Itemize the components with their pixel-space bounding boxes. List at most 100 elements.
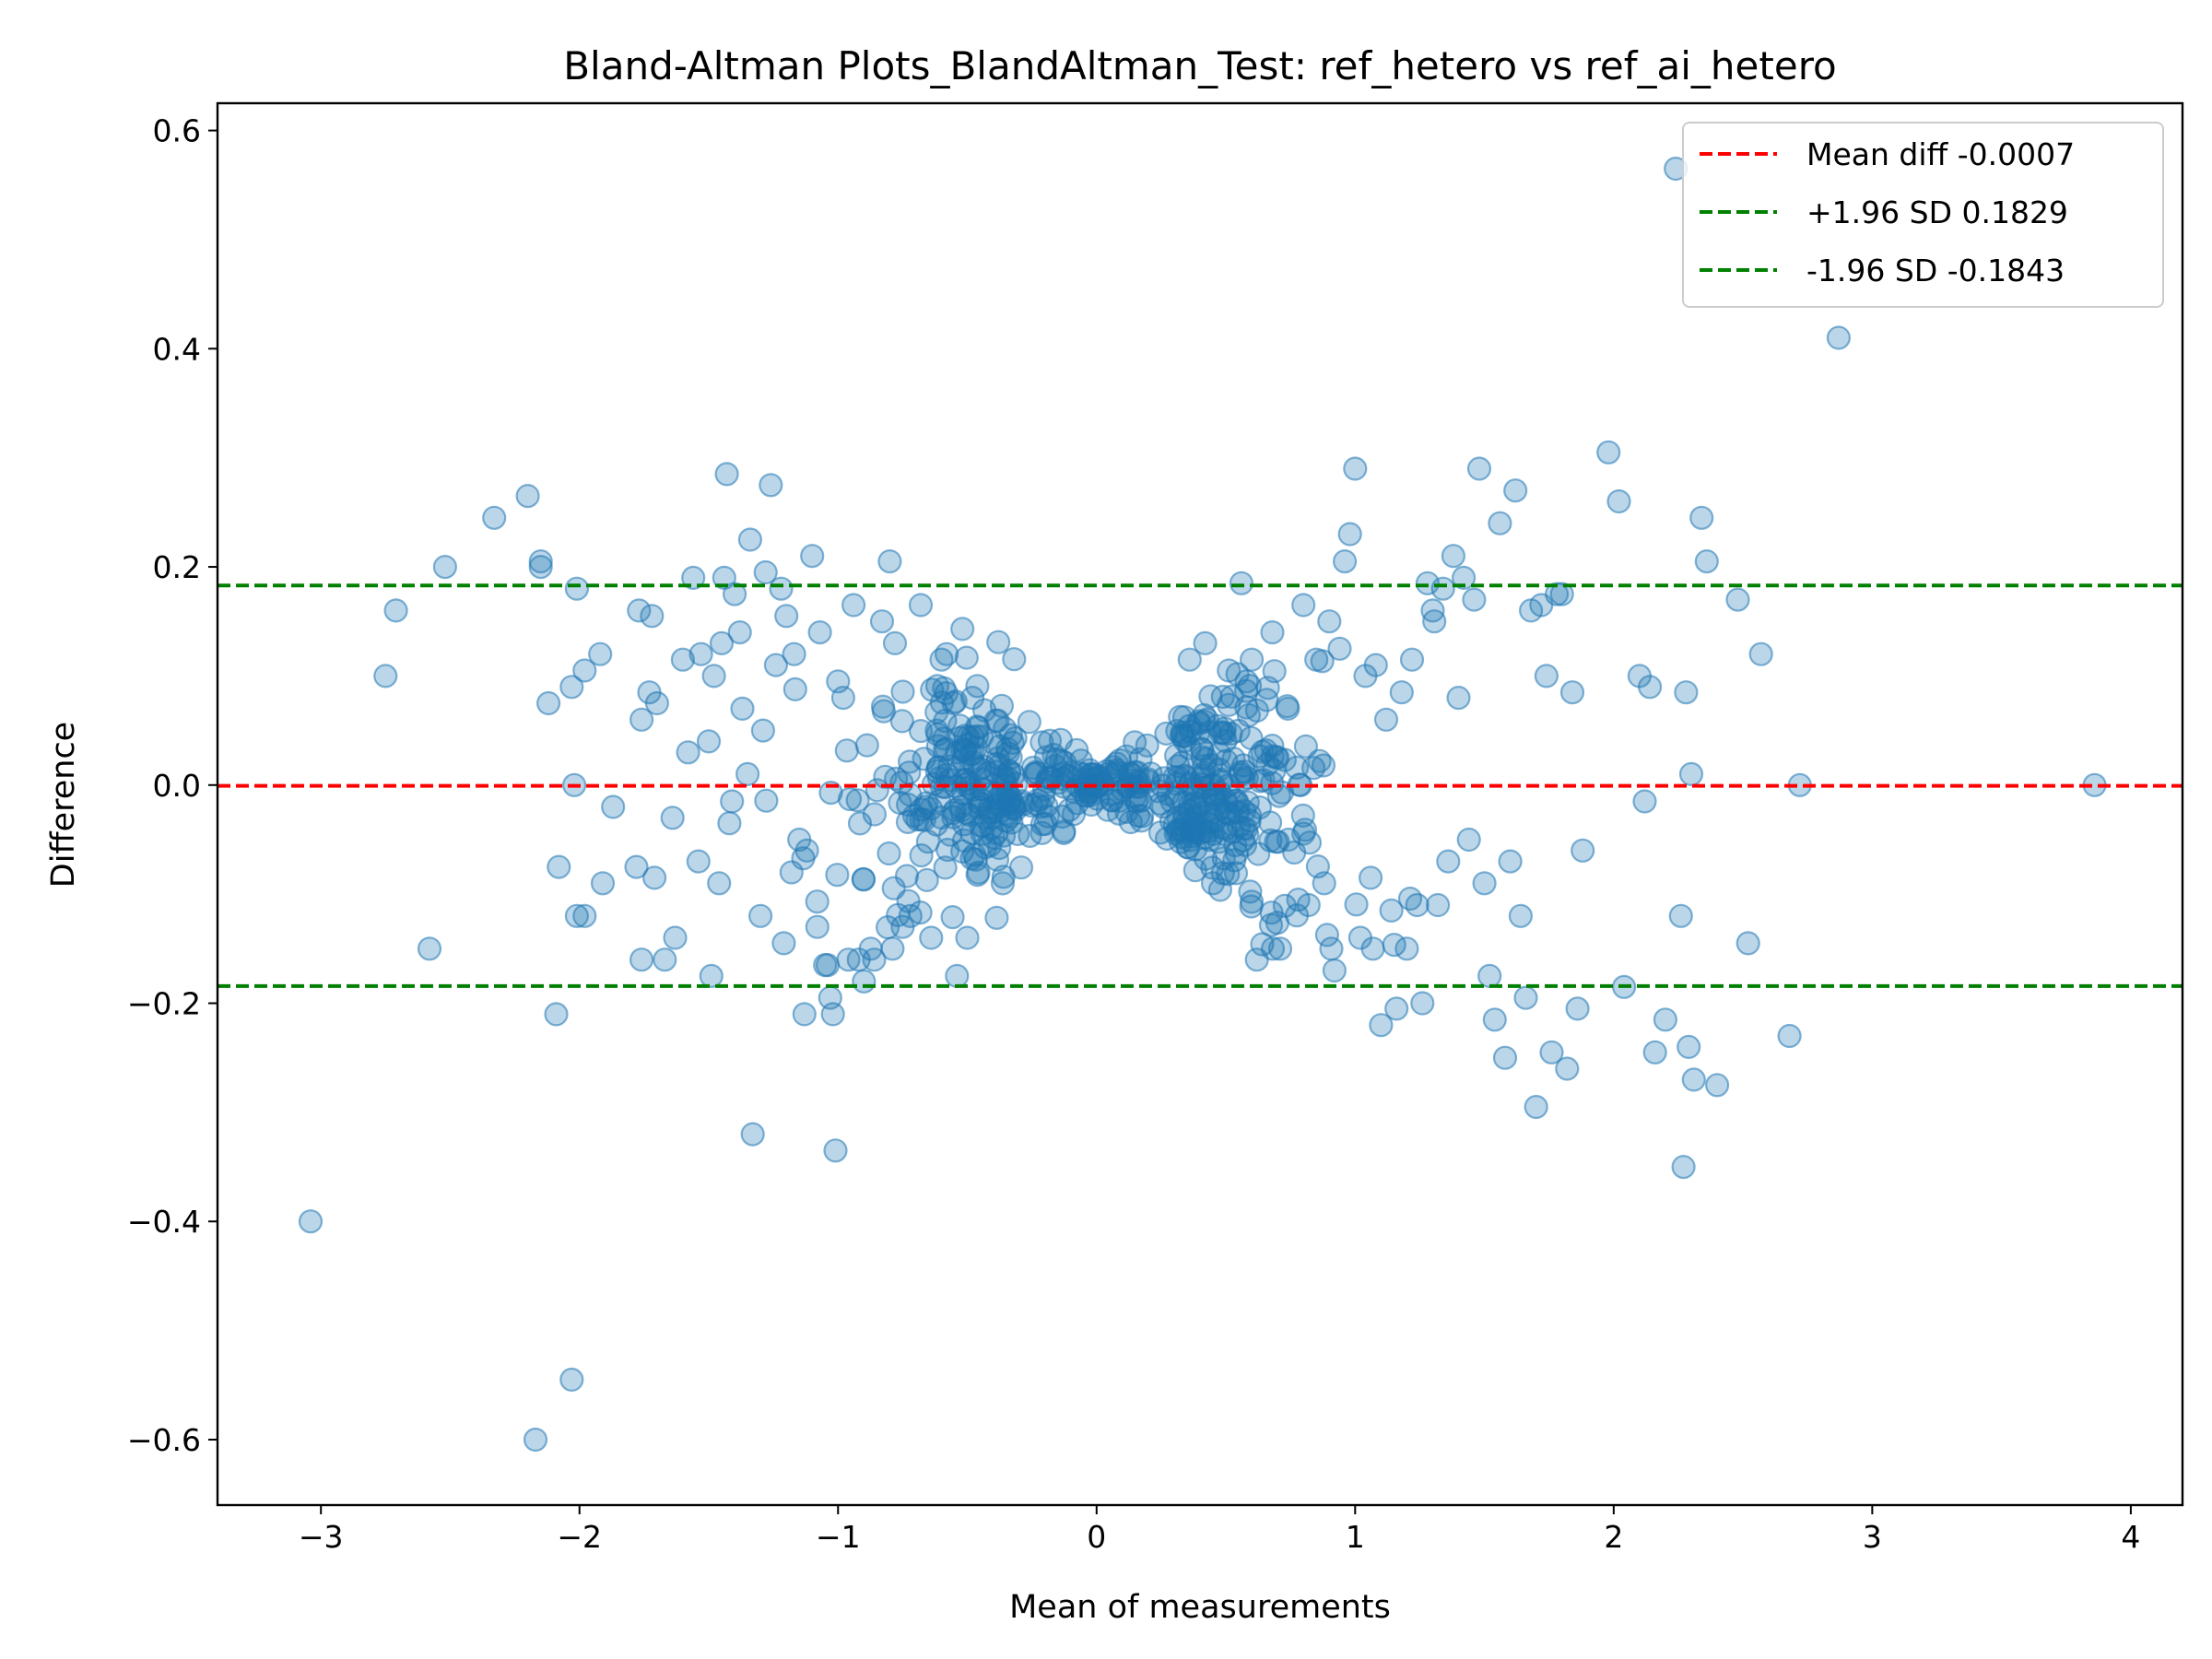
- data-point: [627, 598, 652, 623]
- data-point: [1571, 838, 1595, 863]
- data-point: [629, 707, 654, 732]
- y-tick-label: −0.6: [127, 1422, 201, 1458]
- data-point: [1565, 996, 1590, 1021]
- data-point: [714, 462, 739, 487]
- data-point: [845, 788, 870, 813]
- data-point: [653, 947, 677, 972]
- data-point: [737, 527, 763, 552]
- data-point: [1358, 865, 1383, 890]
- data-point: [959, 846, 984, 871]
- data-point: [865, 778, 889, 803]
- plot-frame: [216, 101, 2184, 1507]
- data-point: [950, 617, 975, 641]
- data-point: [670, 647, 696, 672]
- data-point: [1317, 609, 1342, 634]
- data-point: [1244, 947, 1269, 972]
- data-point: [1123, 730, 1147, 755]
- data-point: [1446, 685, 1471, 711]
- data-point: [1777, 1023, 1802, 1049]
- data-point: [753, 559, 778, 585]
- x-tick-label: 2: [1604, 1519, 1623, 1555]
- x-tick-label: −2: [557, 1519, 602, 1555]
- data-point: [1296, 892, 1321, 918]
- data-point: [1300, 756, 1326, 781]
- data-point: [1425, 892, 1451, 918]
- data-point: [1048, 727, 1074, 752]
- data-point: [1230, 828, 1255, 853]
- data-point: [1606, 488, 1631, 514]
- data-point: [991, 823, 1017, 848]
- data-point: [774, 604, 799, 629]
- data-point: [1239, 647, 1265, 672]
- data-point: [1239, 894, 1264, 919]
- data-point: [927, 788, 952, 814]
- data-point: [298, 1209, 324, 1234]
- data-point: [1405, 892, 1430, 918]
- data-point: [1344, 892, 1369, 917]
- data-point: [696, 729, 722, 754]
- data-point: [1420, 598, 1445, 623]
- data-point: [1725, 587, 1750, 612]
- data-point: [924, 718, 949, 743]
- data-point: [1492, 1045, 1518, 1070]
- data-point: [515, 483, 540, 509]
- data-point: [1508, 903, 1534, 928]
- data-point: [919, 925, 944, 950]
- data-point: [641, 865, 667, 890]
- data-point: [660, 806, 685, 830]
- x-axis-ticks: −3 −2 −1 0 1 2 3 4: [299, 1505, 2140, 1555]
- data-point: [908, 593, 934, 618]
- plot-area: −3 −2 −1 0 1 2 3 4 −0.6 −0.4 −0.2 0.0 0.2 0.4 0.6: [127, 101, 2184, 1555]
- data-point: [1472, 871, 1497, 896]
- data-point: [717, 811, 742, 836]
- data-point: [676, 740, 700, 765]
- data-point: [1394, 936, 1419, 961]
- data-point: [1291, 593, 1316, 618]
- data-point: [1637, 675, 1663, 700]
- data-point: [1257, 810, 1283, 835]
- data-point: [1171, 818, 1195, 843]
- data-point: [1260, 619, 1285, 645]
- data-point: [1182, 837, 1208, 862]
- data-point: [624, 854, 649, 879]
- data-point: [1162, 765, 1187, 790]
- data-point: [1193, 630, 1218, 656]
- data-point: [800, 544, 825, 569]
- chart-title: Bland-Altman Plots_BlandAltman_Test: ref…: [563, 43, 1837, 88]
- data-point: [1233, 678, 1259, 703]
- data-point: [945, 963, 970, 989]
- data-point: [1436, 849, 1461, 874]
- data-point: [834, 738, 859, 763]
- data-point: [1534, 664, 1559, 688]
- data-point: [701, 664, 726, 688]
- data-point: [823, 1138, 848, 1163]
- data-point: [528, 548, 553, 574]
- data-point: [709, 630, 735, 656]
- data-point: [1524, 1094, 1548, 1120]
- data-point: [1246, 841, 1271, 866]
- reference-lines: [218, 583, 2183, 988]
- data-point: [528, 554, 553, 580]
- data-point: [720, 789, 745, 814]
- data-point: [523, 1427, 548, 1453]
- data-point: [851, 867, 877, 892]
- data-point: [1079, 762, 1104, 787]
- y-tick-label: −0.4: [127, 1204, 201, 1240]
- data-point: [1212, 716, 1238, 741]
- data-point: [640, 604, 665, 629]
- data-point: [1379, 898, 1404, 924]
- data-point: [699, 963, 724, 989]
- data-point: [564, 576, 590, 601]
- data-point: [1304, 647, 1329, 672]
- data-point: [984, 905, 1009, 930]
- data-point: [1539, 1040, 1564, 1065]
- data-point: [629, 947, 654, 972]
- data-point: [535, 690, 561, 716]
- data-point: [999, 810, 1024, 835]
- data-point: [1211, 846, 1236, 871]
- data-point: [959, 685, 985, 711]
- data-point: [1290, 803, 1315, 829]
- data-point: [805, 914, 830, 939]
- data-point: [870, 694, 896, 719]
- data-point: [986, 629, 1011, 654]
